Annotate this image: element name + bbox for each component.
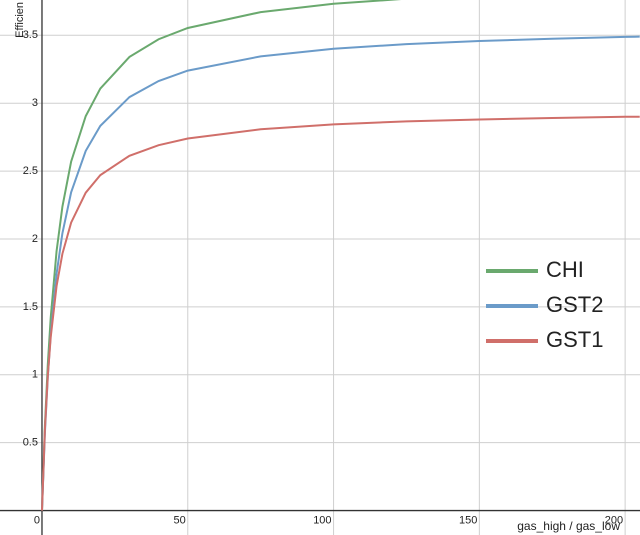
y-tick-label: 0.5 [23,437,38,449]
x-tick-label: 50 [174,514,186,526]
y-tick-label: 2.5 [23,165,38,177]
legend-label: CHI [546,257,584,282]
legend-label: GST2 [546,292,603,317]
x-tick-label: 200 [605,514,623,526]
series-line [40,115,640,511]
x-tick-label: 0 [34,514,40,526]
y-tick-label: 1.5 [23,301,38,313]
x-tick-label: 100 [313,514,331,526]
legend-label: GST1 [546,327,603,352]
x-tick-label: 150 [459,514,477,526]
y-tick-label: 1 [32,369,38,381]
series-line [40,0,402,511]
x-axis-label: gas_high / gas_low [517,519,620,533]
y-tick-label: 2 [32,233,38,245]
y-tick-label: 3.5 [23,29,38,41]
y-tick-label: 3 [32,97,38,109]
y-axis-label: Efficien [14,2,26,38]
